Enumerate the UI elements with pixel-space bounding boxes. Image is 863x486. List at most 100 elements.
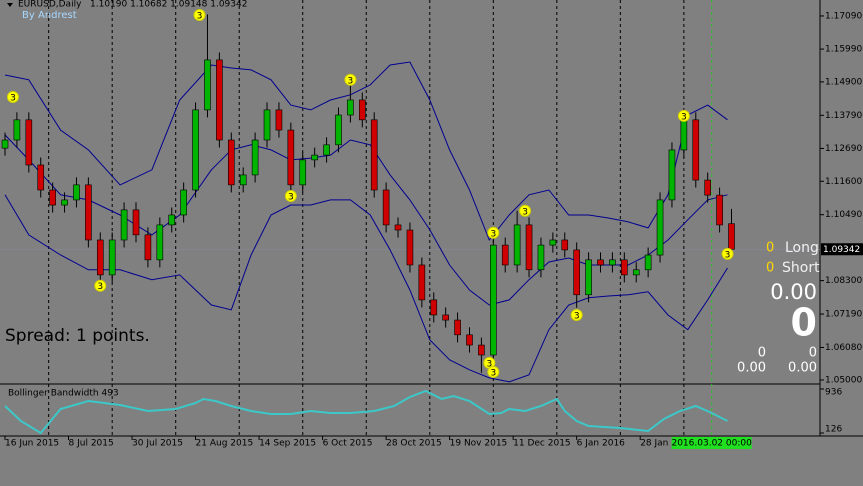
candle-body [573, 249, 580, 296]
candle-body [716, 194, 723, 226]
candle-body [180, 189, 187, 216]
candle-body [168, 214, 176, 226]
spread: Spread: 1 points. [5, 326, 150, 346]
candle-body [728, 223, 735, 250]
x-tick-label: 30 Jul 2015 [132, 439, 183, 449]
candle-body [585, 259, 592, 296]
candle-body [108, 239, 116, 276]
candle-body [25, 119, 33, 166]
right-sum: 0.00 [788, 361, 817, 376]
signal-label: 3 [97, 282, 103, 292]
y-tick-label: 1.08300 [825, 276, 862, 286]
candle-body [1, 139, 9, 149]
menu-arrow [7, 3, 13, 7]
candle-body [275, 109, 283, 131]
candle-body [668, 149, 676, 201]
candle-body [96, 239, 104, 276]
x-tick-label: 11 Dec 2015 [513, 439, 571, 449]
candle-body [358, 99, 366, 121]
signal-label: 3 [490, 368, 496, 378]
candle-body [156, 224, 164, 261]
y-tick-label: 1.13790 [825, 111, 862, 121]
candle-body [442, 314, 449, 321]
candle-body [597, 259, 604, 266]
signal-marker [344, 73, 357, 86]
candle-body [454, 319, 461, 336]
x-tick-label: 8 Jul 2015 [69, 439, 114, 449]
author: By Andrest [22, 10, 77, 21]
candle-body [37, 164, 45, 191]
y-tick-label: 1.12690 [825, 144, 862, 154]
candle-body [323, 144, 330, 156]
band-lower [4, 194, 728, 383]
left-sum: 0.00 [737, 361, 766, 376]
candle-body [204, 59, 211, 111]
signal-marker [94, 279, 107, 292]
x-tick-label: 14 Sep 2015 [259, 439, 316, 449]
symbol: EURUSD,Daily [18, 0, 82, 10]
candle-body [239, 174, 247, 186]
x-tick-label: 19 Nov 2015 [450, 439, 508, 449]
candle-body [251, 139, 259, 176]
grid [0, 0, 820, 436]
signal-label: 3 [10, 93, 16, 103]
y-tick-label: 1.15990 [825, 45, 862, 55]
candle-body [644, 254, 652, 271]
y-tick-label: 1.14900 [825, 77, 862, 87]
y2-tick-label: 126 [825, 425, 842, 435]
candle-body [704, 179, 711, 196]
y-tick-label: 1.06080 [825, 343, 862, 353]
y-tick-label: 1.17090 [825, 11, 862, 21]
candle-body [263, 109, 271, 141]
x-tick-label: 28 Oct 2015 [386, 439, 442, 449]
candle-body [347, 99, 354, 116]
signal-marker [6, 90, 19, 103]
candle-body [120, 209, 128, 241]
y2-tick-label: 936 [825, 388, 842, 398]
candle-body [61, 199, 68, 206]
candle-body [299, 159, 307, 186]
candle-body [144, 234, 152, 261]
signal-label: 3 [197, 12, 203, 22]
right-count: 0 [809, 346, 817, 361]
bandwidth-line [4, 389, 728, 435]
y-tick-label: 1.11600 [825, 177, 862, 187]
profit: 0.00 [770, 280, 817, 304]
candle-body [406, 229, 414, 266]
short-label: Short [782, 260, 820, 276]
signal-marker [721, 247, 734, 260]
signal-marker [487, 226, 500, 239]
y-tick-label: 1.05000 [825, 375, 862, 385]
y-tick-label: 1.07190 [825, 310, 862, 320]
x-tick-label: 28 Jan 2016 [640, 439, 694, 449]
candle-body [537, 244, 545, 271]
x-tick-label: 21 Aug 2015 [196, 439, 254, 449]
current-price-label: 1.09342 [823, 245, 860, 255]
candle-body [680, 119, 688, 151]
signal-label: 3 [288, 193, 294, 203]
candle-body [525, 224, 533, 271]
candle-body [132, 209, 140, 236]
indicator-title: Bollinger Bandwidth 493 [8, 389, 119, 399]
y-tick-label: 1.10490 [825, 210, 862, 220]
candle-body [549, 239, 557, 246]
orders: 0 [791, 301, 817, 345]
x-tick-label: 16 Jun 2015 [5, 439, 59, 449]
signal-label: 3 [574, 311, 580, 321]
candle-body [49, 189, 56, 206]
candle-body [192, 109, 199, 191]
candle-body [692, 119, 700, 181]
candle-body [466, 334, 473, 346]
x-tick-label: 6 Jan 2016 [577, 439, 625, 449]
long-label: Long [785, 240, 819, 256]
band-upper [4, 61, 728, 241]
candle-body [370, 119, 378, 191]
signal-marker [519, 204, 532, 217]
candle-body [287, 129, 295, 186]
signal-label: 3 [348, 76, 354, 86]
candle-body [609, 259, 616, 266]
signal-marker [570, 308, 583, 321]
candle-body [513, 224, 521, 266]
